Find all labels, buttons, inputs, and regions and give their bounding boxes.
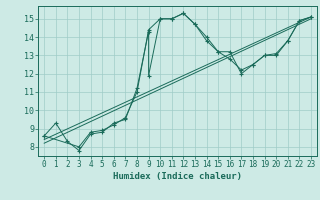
X-axis label: Humidex (Indice chaleur): Humidex (Indice chaleur) bbox=[113, 172, 242, 181]
